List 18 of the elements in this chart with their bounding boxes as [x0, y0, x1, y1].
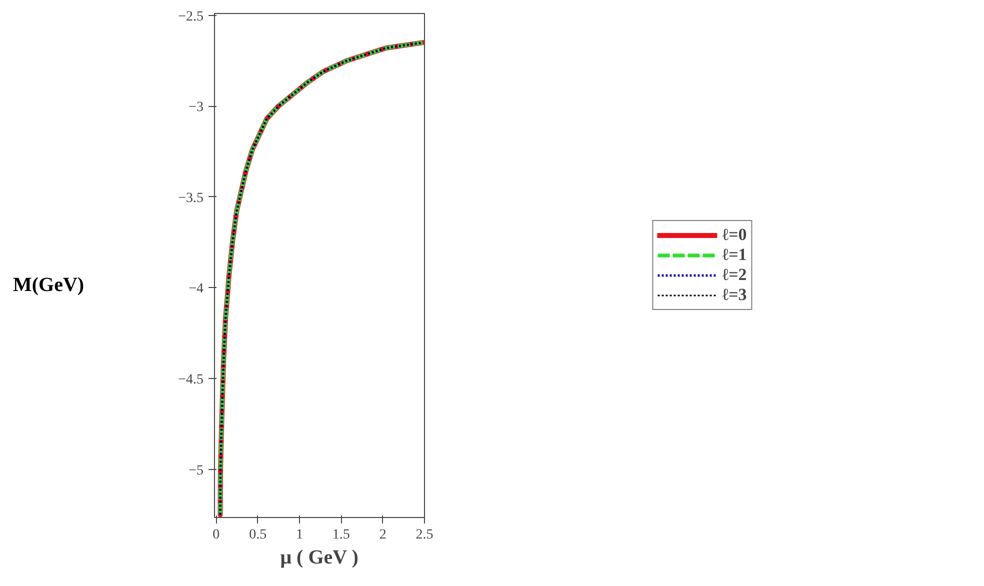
- x-axis-title: μ ( GeV ): [280, 546, 358, 568]
- legend-label: ℓ=1: [722, 245, 747, 265]
- y-tick-label: −2.5: [178, 9, 204, 24]
- legend-label: ℓ=0: [722, 225, 747, 245]
- x-tick-label: 1: [296, 528, 303, 542]
- y-tick-label: −3: [188, 100, 204, 116]
- x-tick-label: 1.5: [332, 528, 350, 542]
- y-axis-title: M(GeV): [13, 272, 84, 298]
- legend-label: ℓ=3: [722, 285, 747, 305]
- x-tick-label: 2: [379, 528, 386, 542]
- y-tick-label: −5: [188, 463, 204, 478]
- y-tick-label: −3.5: [178, 190, 204, 206]
- y-tick-label: −4.5: [178, 372, 204, 388]
- x-tick-label: 2.5: [416, 528, 434, 542]
- y-tick-label: −4: [188, 282, 204, 297]
- legend-label: ℓ=2: [722, 265, 747, 285]
- x-tick-label: 0: [212, 528, 220, 542]
- x-tick-label: 0.5: [249, 528, 267, 542]
